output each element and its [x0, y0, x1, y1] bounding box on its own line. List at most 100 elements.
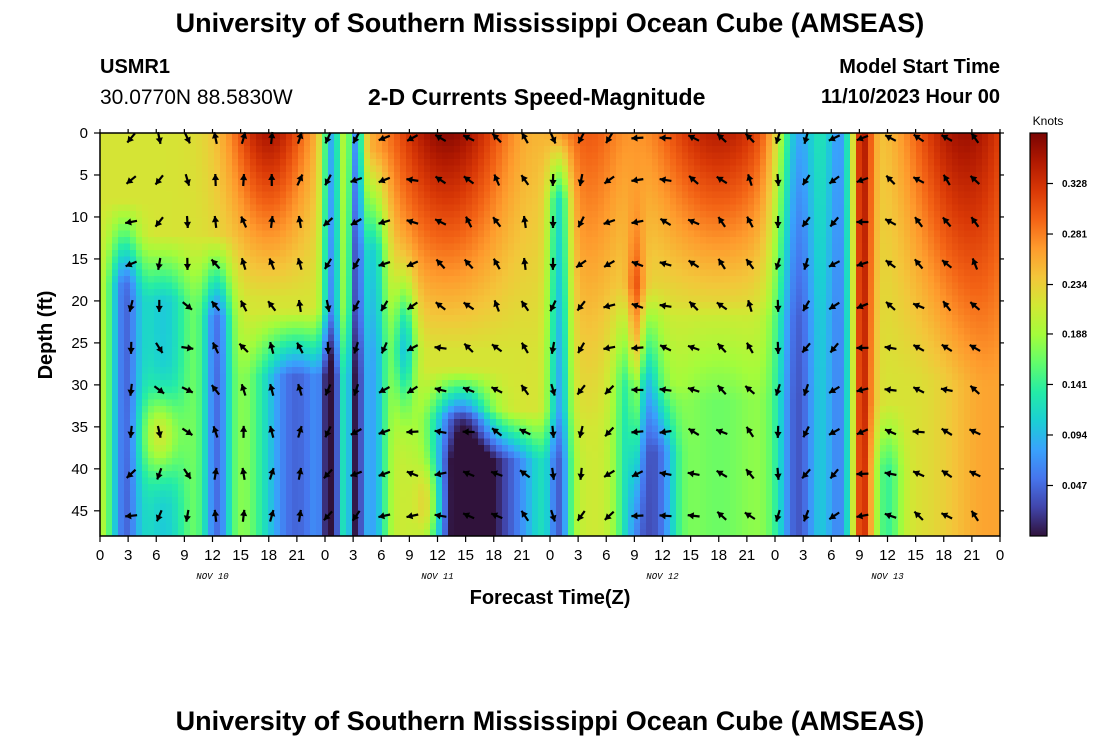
- date-label-0: NOV 10: [196, 572, 229, 582]
- current-arrow-23-9: [744, 511, 756, 520]
- current-arrow-17-3: [575, 259, 587, 269]
- current-arrow-30-5: [941, 343, 953, 353]
- current-arrow-19-2: [631, 218, 644, 226]
- current-arrow-21-3: [687, 259, 700, 269]
- current-arrow-25-2: [801, 216, 811, 228]
- current-arrow-6-5: [268, 341, 276, 354]
- current-arrow-3-4: [182, 301, 193, 311]
- current-arrow-16-0: [549, 132, 557, 144]
- current-arrow-16-3: [549, 257, 557, 270]
- current-arrow-18-1: [603, 175, 615, 185]
- current-arrow-20-3: [659, 260, 672, 268]
- y-tick-label-6: 30: [71, 377, 88, 394]
- current-arrow-23-7: [745, 426, 755, 438]
- current-arrow-27-0: [856, 134, 869, 142]
- current-arrow-9-7: [350, 428, 362, 436]
- current-arrow-9-6: [352, 383, 360, 396]
- x-tick-label-4: 12: [204, 547, 221, 564]
- current-arrow-21-4: [688, 300, 699, 311]
- colorbar-label-4: 0.234: [1062, 280, 1087, 291]
- current-arrow-22-9: [716, 510, 727, 521]
- x-tick-label-24: 0: [771, 547, 779, 564]
- current-arrow-20-5: [659, 344, 672, 352]
- current-arrow-24-5: [774, 341, 782, 354]
- current-arrow-12-9: [434, 512, 447, 520]
- current-arrow-24-2: [774, 215, 782, 229]
- current-arrow-4-2: [211, 215, 220, 229]
- current-arrow-25-9: [802, 509, 810, 522]
- current-arrow-26-1: [828, 175, 840, 185]
- current-arrow-26-5: [829, 342, 839, 354]
- x-tick-label-23: 21: [739, 547, 756, 564]
- current-arrow-1-4: [127, 299, 135, 312]
- current-arrow-27-8: [856, 470, 869, 478]
- current-arrow-29-7: [912, 428, 925, 436]
- current-arrow-5-6: [240, 383, 248, 396]
- current-arrow-14-1: [493, 174, 501, 186]
- current-arrow-30-4: [942, 300, 952, 312]
- current-arrow-30-1: [942, 174, 951, 186]
- x-tick-label-21: 15: [682, 547, 699, 564]
- x-tick-label-16: 0: [546, 547, 554, 564]
- current-arrow-26-0: [828, 134, 841, 142]
- y-tick-label-3: 15: [71, 251, 88, 268]
- current-arrow-11-3: [406, 260, 419, 268]
- x-tick-label-7: 21: [289, 547, 306, 564]
- current-arrow-8-6: [324, 383, 332, 396]
- current-arrow-5-9: [240, 509, 248, 522]
- current-arrow-30-0: [940, 134, 953, 142]
- current-arrow-15-9: [520, 510, 530, 522]
- current-arrow-6-9: [268, 509, 276, 522]
- current-arrow-31-8: [969, 470, 981, 478]
- x-tick-label-3: 9: [180, 547, 188, 564]
- current-arrow-4-6: [210, 384, 221, 396]
- current-arrow-28-6: [884, 386, 897, 394]
- current-arrow-12-0: [434, 133, 447, 143]
- current-arrow-3-3: [183, 257, 191, 270]
- current-arrow-6-3: [268, 257, 276, 270]
- current-arrow-10-7: [378, 428, 391, 436]
- current-arrow-6-2: [268, 215, 276, 229]
- current-arrow-18-7: [604, 426, 615, 437]
- current-arrow-27-2: [856, 218, 869, 226]
- current-arrow-20-9: [659, 512, 672, 520]
- chart-title: 2-D Currents Speed-Magnitude: [368, 84, 706, 110]
- current-arrow-25-8: [801, 468, 811, 480]
- x-tick-label-0: 0: [96, 547, 104, 564]
- x-tick-label-22: 18: [710, 547, 727, 564]
- current-arrow-15-8: [519, 469, 531, 479]
- current-arrow-8-0: [324, 132, 332, 144]
- current-arrow-2-1: [154, 174, 164, 186]
- current-arrow-10-5: [380, 341, 388, 354]
- current-arrow-14-3: [492, 258, 501, 270]
- current-arrow-3-5: [181, 344, 194, 352]
- current-arrow-22-3: [717, 258, 726, 270]
- current-arrow-2-2: [154, 216, 164, 228]
- current-arrow-21-2: [687, 218, 700, 226]
- current-arrow-28-1: [885, 174, 896, 185]
- current-arrow-15-3: [521, 257, 529, 271]
- current-arrow-29-3: [913, 258, 924, 270]
- current-arrow-26-6: [828, 385, 840, 394]
- current-arrow-11-1: [406, 176, 419, 184]
- x-tick-label-10: 6: [377, 547, 385, 564]
- current-arrow-22-0: [716, 133, 727, 143]
- current-arrow-8-9: [323, 510, 333, 521]
- current-arrow-17-5: [577, 342, 586, 354]
- x-tick-label-12: 12: [429, 547, 446, 564]
- current-arrow-7-0: [296, 131, 304, 145]
- current-arrow-7-6: [296, 383, 304, 396]
- current-arrow-24-7: [774, 425, 782, 438]
- current-arrow-10-2: [378, 218, 391, 226]
- current-arrow-4-7: [212, 425, 219, 438]
- current-arrow-15-5: [520, 342, 529, 354]
- current-arrow-16-6: [549, 383, 557, 396]
- current-arrow-3-1: [183, 173, 191, 187]
- current-arrow-9-5: [352, 341, 360, 354]
- current-arrow-24-9: [774, 509, 782, 522]
- current-arrow-18-3: [603, 259, 615, 268]
- current-arrow-4-3: [210, 258, 221, 270]
- current-arrow-6-7: [268, 425, 276, 438]
- current-arrow-29-1: [912, 176, 925, 184]
- current-arrow-30-6: [940, 386, 953, 394]
